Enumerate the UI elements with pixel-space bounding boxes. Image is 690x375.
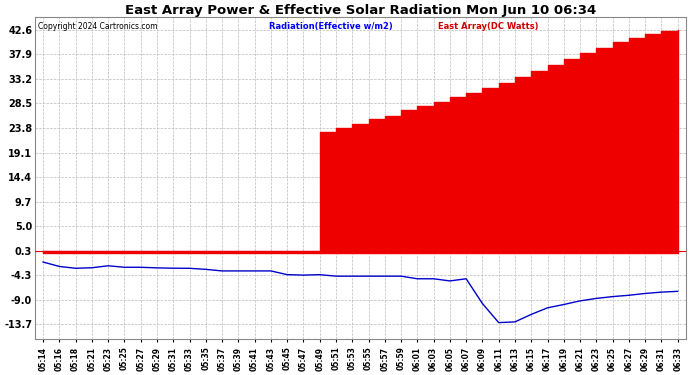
Text: East Array(DC Watts): East Array(DC Watts) [439, 22, 539, 31]
Text: Radiation(Effective w/m2): Radiation(Effective w/m2) [269, 22, 393, 31]
Text: Copyright 2024 Cartronics.com: Copyright 2024 Cartronics.com [38, 22, 158, 31]
Title: East Array Power & Effective Solar Radiation Mon Jun 10 06:34: East Array Power & Effective Solar Radia… [125, 4, 596, 17]
